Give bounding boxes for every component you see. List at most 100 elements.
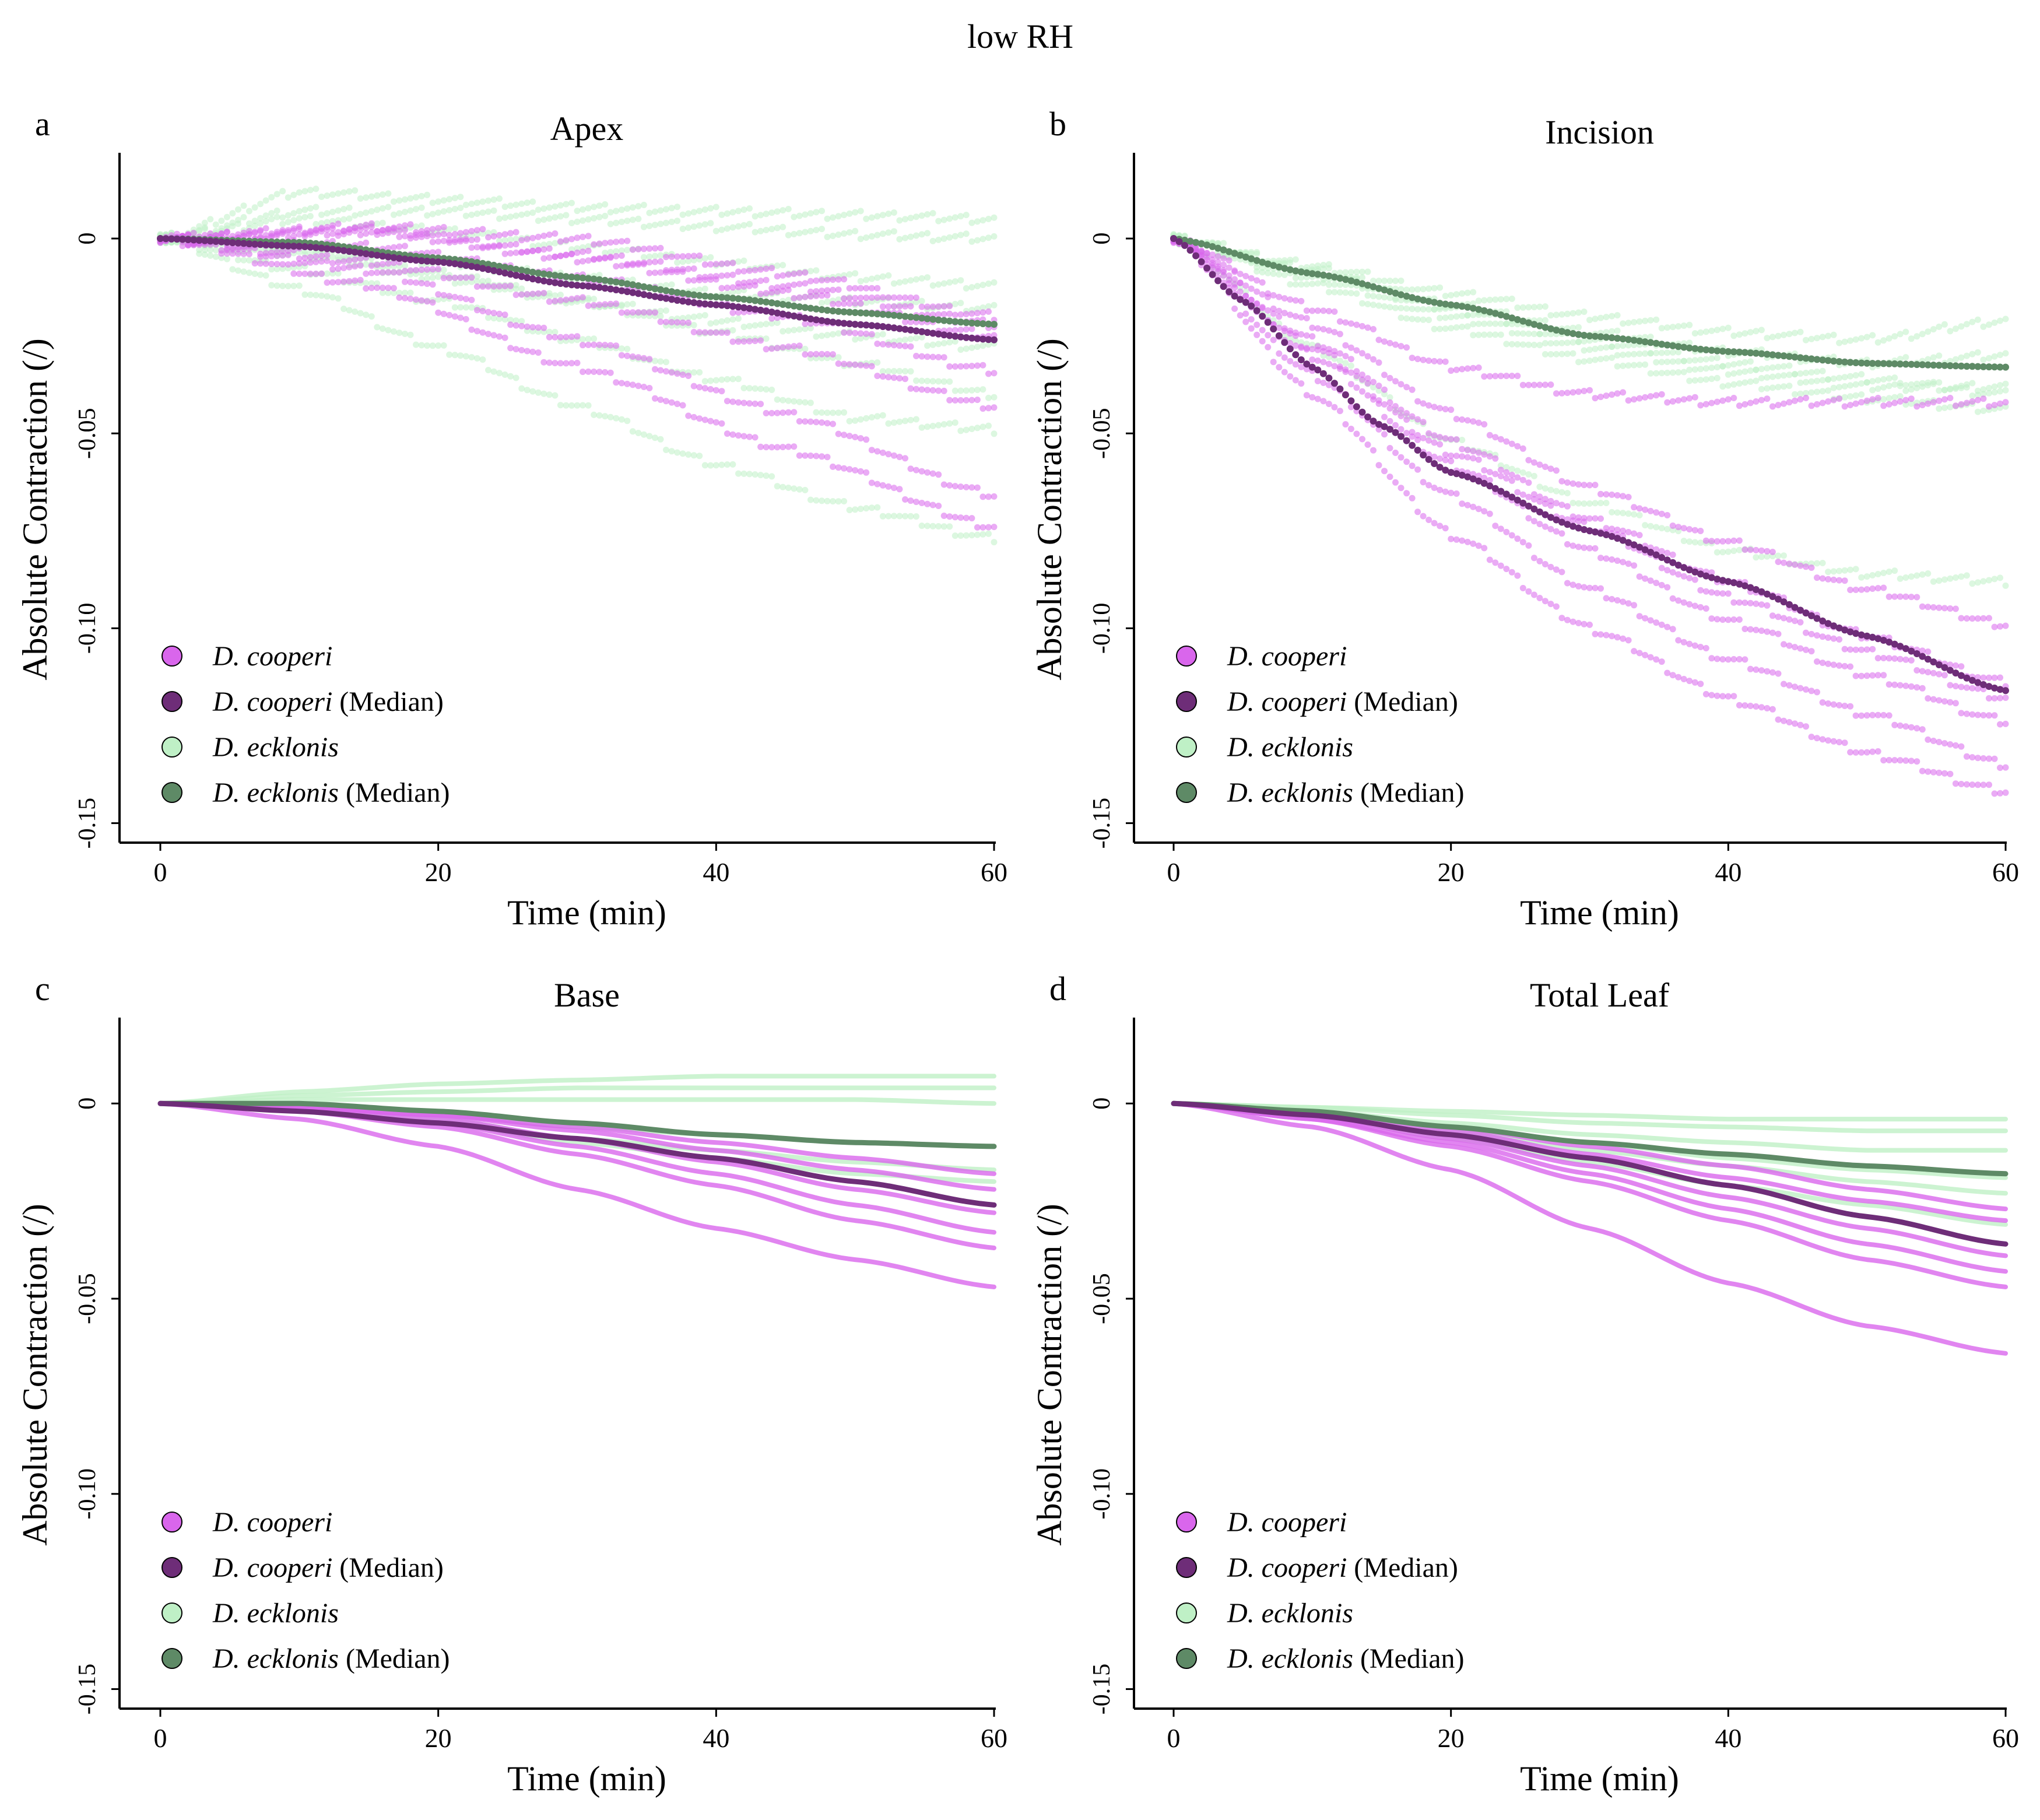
data-point [1220, 255, 1227, 262]
data-point [1370, 418, 1377, 425]
data-point [2002, 350, 2009, 357]
data-point [807, 418, 814, 425]
data-point [1575, 338, 1582, 345]
data-point [1625, 560, 1632, 567]
data-point [1553, 528, 1560, 535]
data-point [512, 317, 519, 324]
data-point [518, 285, 525, 292]
data-point [296, 215, 303, 222]
data-point [552, 230, 559, 237]
data-point [512, 212, 519, 219]
data-point [629, 261, 636, 268]
data-point [802, 325, 809, 332]
data-point [1836, 739, 1843, 746]
data-point [1364, 292, 1371, 299]
data-point [251, 240, 259, 248]
legend-label: D. cooperi [212, 641, 332, 672]
data-point [529, 247, 536, 254]
data-point [874, 341, 881, 347]
data-point [1730, 395, 1737, 401]
data-point [1963, 674, 1971, 682]
data-point [462, 201, 469, 208]
data-point [1353, 430, 1360, 437]
data-point [1364, 301, 1371, 307]
data-point [701, 255, 708, 262]
data-point [685, 225, 692, 232]
series-line [158, 1085, 996, 1106]
data-point [1492, 522, 1499, 529]
data-point [1631, 350, 1638, 357]
data-point [1891, 655, 1898, 662]
data-point [1836, 636, 1843, 643]
data-point [707, 329, 714, 336]
data-point [1930, 658, 1937, 666]
data-point [1442, 467, 1449, 474]
data-point [1519, 445, 1526, 452]
data-point [813, 350, 820, 357]
data-point [796, 269, 803, 276]
data-point [1519, 381, 1526, 388]
data-point [485, 283, 491, 290]
data-point [1769, 334, 1776, 341]
data-point [374, 261, 381, 268]
x-axis-label: Time (min) [507, 893, 666, 932]
data-point [674, 370, 681, 377]
data-point [1814, 735, 1820, 742]
data-point [1309, 346, 1316, 353]
data-point [568, 273, 575, 281]
data-point [1242, 292, 1249, 299]
data-point [1758, 627, 1765, 634]
data-point [1353, 290, 1360, 297]
data-point [618, 345, 625, 352]
data-point [690, 253, 697, 260]
data-point [379, 205, 386, 212]
data-point [1586, 621, 1593, 628]
data-point [646, 259, 653, 266]
data-point [1963, 753, 1970, 760]
data-point [1364, 375, 1371, 382]
data-point [423, 257, 431, 265]
data-point [296, 282, 303, 289]
data-point [379, 191, 386, 198]
data-point [440, 224, 447, 230]
data-point [918, 522, 925, 529]
data-point [1614, 492, 1621, 499]
data-point [1209, 251, 1216, 258]
data-point [1991, 695, 1998, 702]
data-point [1952, 662, 1959, 669]
data-point [690, 223, 697, 230]
data-point [712, 276, 719, 283]
data-point [1625, 493, 1632, 500]
data-point [479, 209, 486, 216]
data-point [1936, 671, 1943, 678]
data-point [1675, 397, 1682, 404]
data-point [946, 279, 953, 286]
data-point [1409, 433, 1416, 440]
data-point [718, 420, 725, 427]
data-point [1930, 578, 1937, 585]
data-point [835, 430, 842, 437]
data-point [1370, 283, 1377, 290]
data-point [1708, 692, 1715, 699]
data-point [363, 230, 370, 237]
data-point [1908, 758, 1915, 765]
data-point [1220, 267, 1227, 274]
data-point [501, 269, 509, 277]
data-point [618, 352, 625, 359]
data-point [490, 368, 497, 375]
data-point [1514, 373, 1521, 380]
data-point [1254, 268, 1260, 275]
data-point [1675, 637, 1682, 644]
y-tick-label: 0 [1089, 233, 1115, 245]
data-point [1448, 292, 1455, 299]
data-point [679, 371, 686, 378]
data-point [729, 316, 736, 323]
data-point [1409, 429, 1416, 436]
data-point [1398, 433, 1405, 440]
data-point [1497, 296, 1504, 303]
data-point [1897, 575, 1904, 582]
data-point [413, 223, 419, 230]
data-point [807, 315, 814, 322]
data-point [1237, 288, 1244, 295]
data-point [991, 233, 998, 240]
